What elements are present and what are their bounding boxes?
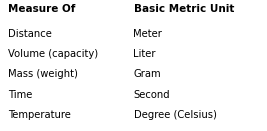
Text: Liter: Liter [134, 49, 156, 59]
Text: Basic Metric Unit: Basic Metric Unit [134, 4, 234, 14]
Text: Measure Of: Measure Of [8, 4, 75, 14]
Text: Temperature: Temperature [8, 110, 71, 120]
Text: Time: Time [8, 90, 32, 100]
Text: Meter: Meter [134, 29, 162, 39]
Text: Second: Second [134, 90, 170, 100]
Text: Mass (weight): Mass (weight) [8, 69, 78, 79]
Text: Degree (Celsius): Degree (Celsius) [134, 110, 216, 120]
Text: Distance: Distance [8, 29, 52, 39]
Text: Volume (capacity): Volume (capacity) [8, 49, 98, 59]
Text: Gram: Gram [134, 69, 161, 79]
